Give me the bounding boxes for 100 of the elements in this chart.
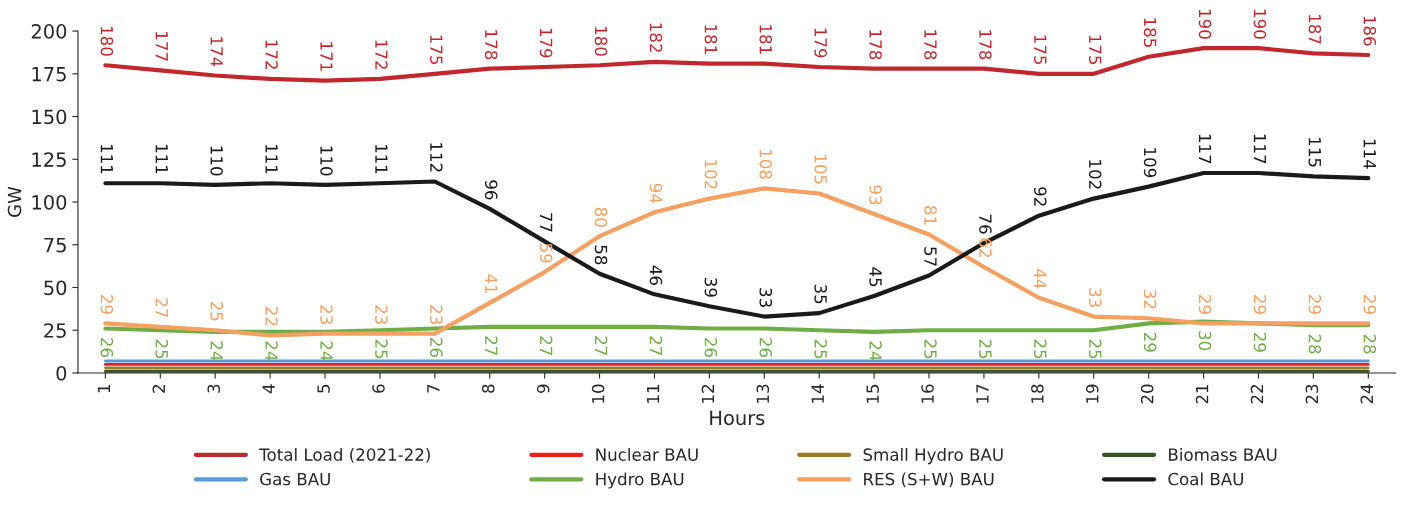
data-label: 26 — [704, 338, 718, 358]
data-label: 181 — [704, 25, 718, 54]
x-tick-label: 11 — [646, 384, 660, 403]
data-label: 179 — [814, 28, 827, 58]
data-label: 35 — [814, 284, 827, 304]
data-label: 29 — [1308, 295, 1322, 314]
data-label: 180 — [100, 26, 114, 56]
data-label: 39 — [704, 278, 718, 297]
legend-label: RES (S+W) BAU — [864, 472, 994, 488]
data-label: 181 — [759, 25, 773, 54]
x-tick-label: 9 — [536, 384, 550, 393]
data-label: 28 — [1308, 334, 1322, 354]
data-label: 111 — [155, 144, 168, 174]
data-label: 111 — [375, 144, 388, 174]
x-tick-label: 4 — [262, 384, 275, 394]
data-label: 111 — [100, 144, 113, 174]
data-label: 29 — [1198, 295, 1212, 314]
legend-label: Small Hydro BAU — [863, 448, 1003, 465]
x-axis-title: Hours — [710, 410, 765, 426]
legend-label: Total Load (2021-22) — [259, 448, 430, 463]
legend-label: Biomass BAU — [1169, 448, 1277, 461]
x-tick-label: 10 — [591, 384, 605, 403]
data-label: 102 — [704, 160, 718, 189]
data-label: 23 — [320, 305, 333, 324]
data-label: 57 — [924, 247, 937, 266]
data-label: 23 — [430, 305, 443, 324]
data-label: 115 — [1308, 138, 1321, 167]
data-label: 25 — [210, 301, 223, 321]
data-label: 175 — [430, 35, 443, 65]
data-label: 25 — [155, 339, 169, 359]
x-tick-label: 24 — [1360, 384, 1373, 404]
data-label: 110 — [320, 146, 333, 176]
x-tick-label: 13 — [756, 384, 770, 403]
x-tick-label: 1 — [97, 384, 110, 393]
data-label: 24 — [869, 341, 882, 361]
x-tick-label: 2 — [152, 385, 165, 393]
x-tick-label: 7 — [427, 384, 440, 393]
data-label: 177 — [155, 32, 168, 61]
data-label: 92 — [1034, 187, 1047, 206]
data-label: 172 — [265, 40, 278, 69]
data-label: 185 — [1143, 18, 1157, 47]
data-label: 112 — [430, 143, 443, 172]
data-label: 45 — [869, 267, 882, 287]
data-label: 117 — [1198, 134, 1212, 164]
x-tick-label: 16 — [921, 384, 934, 403]
data-label: 32 — [1143, 289, 1157, 309]
data-label: 96 — [484, 180, 498, 200]
data-label: 110 — [210, 146, 223, 176]
data-label: 190 — [1253, 9, 1267, 39]
data-label: 93 — [869, 185, 882, 205]
data-label: 26 — [100, 338, 114, 358]
data-label: 178 — [924, 30, 937, 60]
data-label: 94 — [649, 183, 663, 204]
data-label: 25 — [1034, 339, 1047, 359]
x-tick-label: 19 — [1085, 384, 1099, 403]
data-label: 178 — [979, 30, 992, 60]
data-label: 22 — [265, 307, 278, 326]
y-tick-label: 175 — [32, 67, 66, 82]
data-label: 24 — [265, 341, 278, 361]
data-label: 81 — [924, 206, 937, 225]
data-label: 27 — [540, 336, 553, 355]
data-label: 80 — [594, 207, 608, 227]
data-label: 24 — [320, 341, 333, 361]
y-axis-title: GW — [7, 186, 22, 217]
data-label: 180 — [594, 26, 608, 56]
data-label: 29 — [1363, 295, 1377, 314]
data-label: 77 — [540, 213, 553, 232]
y-tick-label: 75 — [44, 237, 66, 253]
y-tick-label: 25 — [44, 323, 66, 338]
data-label: 29 — [1253, 332, 1267, 352]
data-label: 29 — [1253, 295, 1267, 314]
data-label: 25 — [924, 339, 937, 359]
x-tick-label: 21 — [1195, 384, 1209, 404]
data-label: 24 — [210, 341, 223, 361]
data-label: 76 — [979, 214, 992, 234]
x-tick-label: 5 — [317, 384, 330, 393]
y-tick-label: 150 — [32, 109, 67, 125]
data-label: 62 — [979, 238, 992, 257]
data-label: 174 — [210, 37, 223, 67]
y-tick-label: 125 — [32, 152, 66, 167]
x-tick-label: 12 — [701, 385, 714, 403]
data-label: 182 — [649, 23, 663, 52]
data-label: 25 — [1088, 339, 1102, 359]
data-label: 33 — [1088, 288, 1102, 307]
data-label: 28 — [1363, 334, 1377, 354]
data-label: 108 — [759, 150, 773, 179]
data-label: 109 — [1143, 148, 1157, 178]
data-label: 175 — [1088, 35, 1102, 65]
legend-label: Gas BAU — [260, 472, 330, 486]
data-label: 175 — [1034, 35, 1047, 65]
y-tick-label: 50 — [44, 280, 67, 296]
x-tick-label: 8 — [481, 384, 495, 393]
x-tick-label: 20 — [1140, 384, 1154, 404]
data-label: 26 — [430, 338, 443, 358]
y-tick-label: 100 — [32, 194, 67, 210]
x-tick-label: 22 — [1250, 385, 1264, 404]
data-label: 114 — [1363, 139, 1376, 169]
data-label: 41 — [485, 274, 498, 293]
x-tick-label: 14 — [811, 384, 824, 403]
data-label: 44 — [1034, 269, 1047, 289]
